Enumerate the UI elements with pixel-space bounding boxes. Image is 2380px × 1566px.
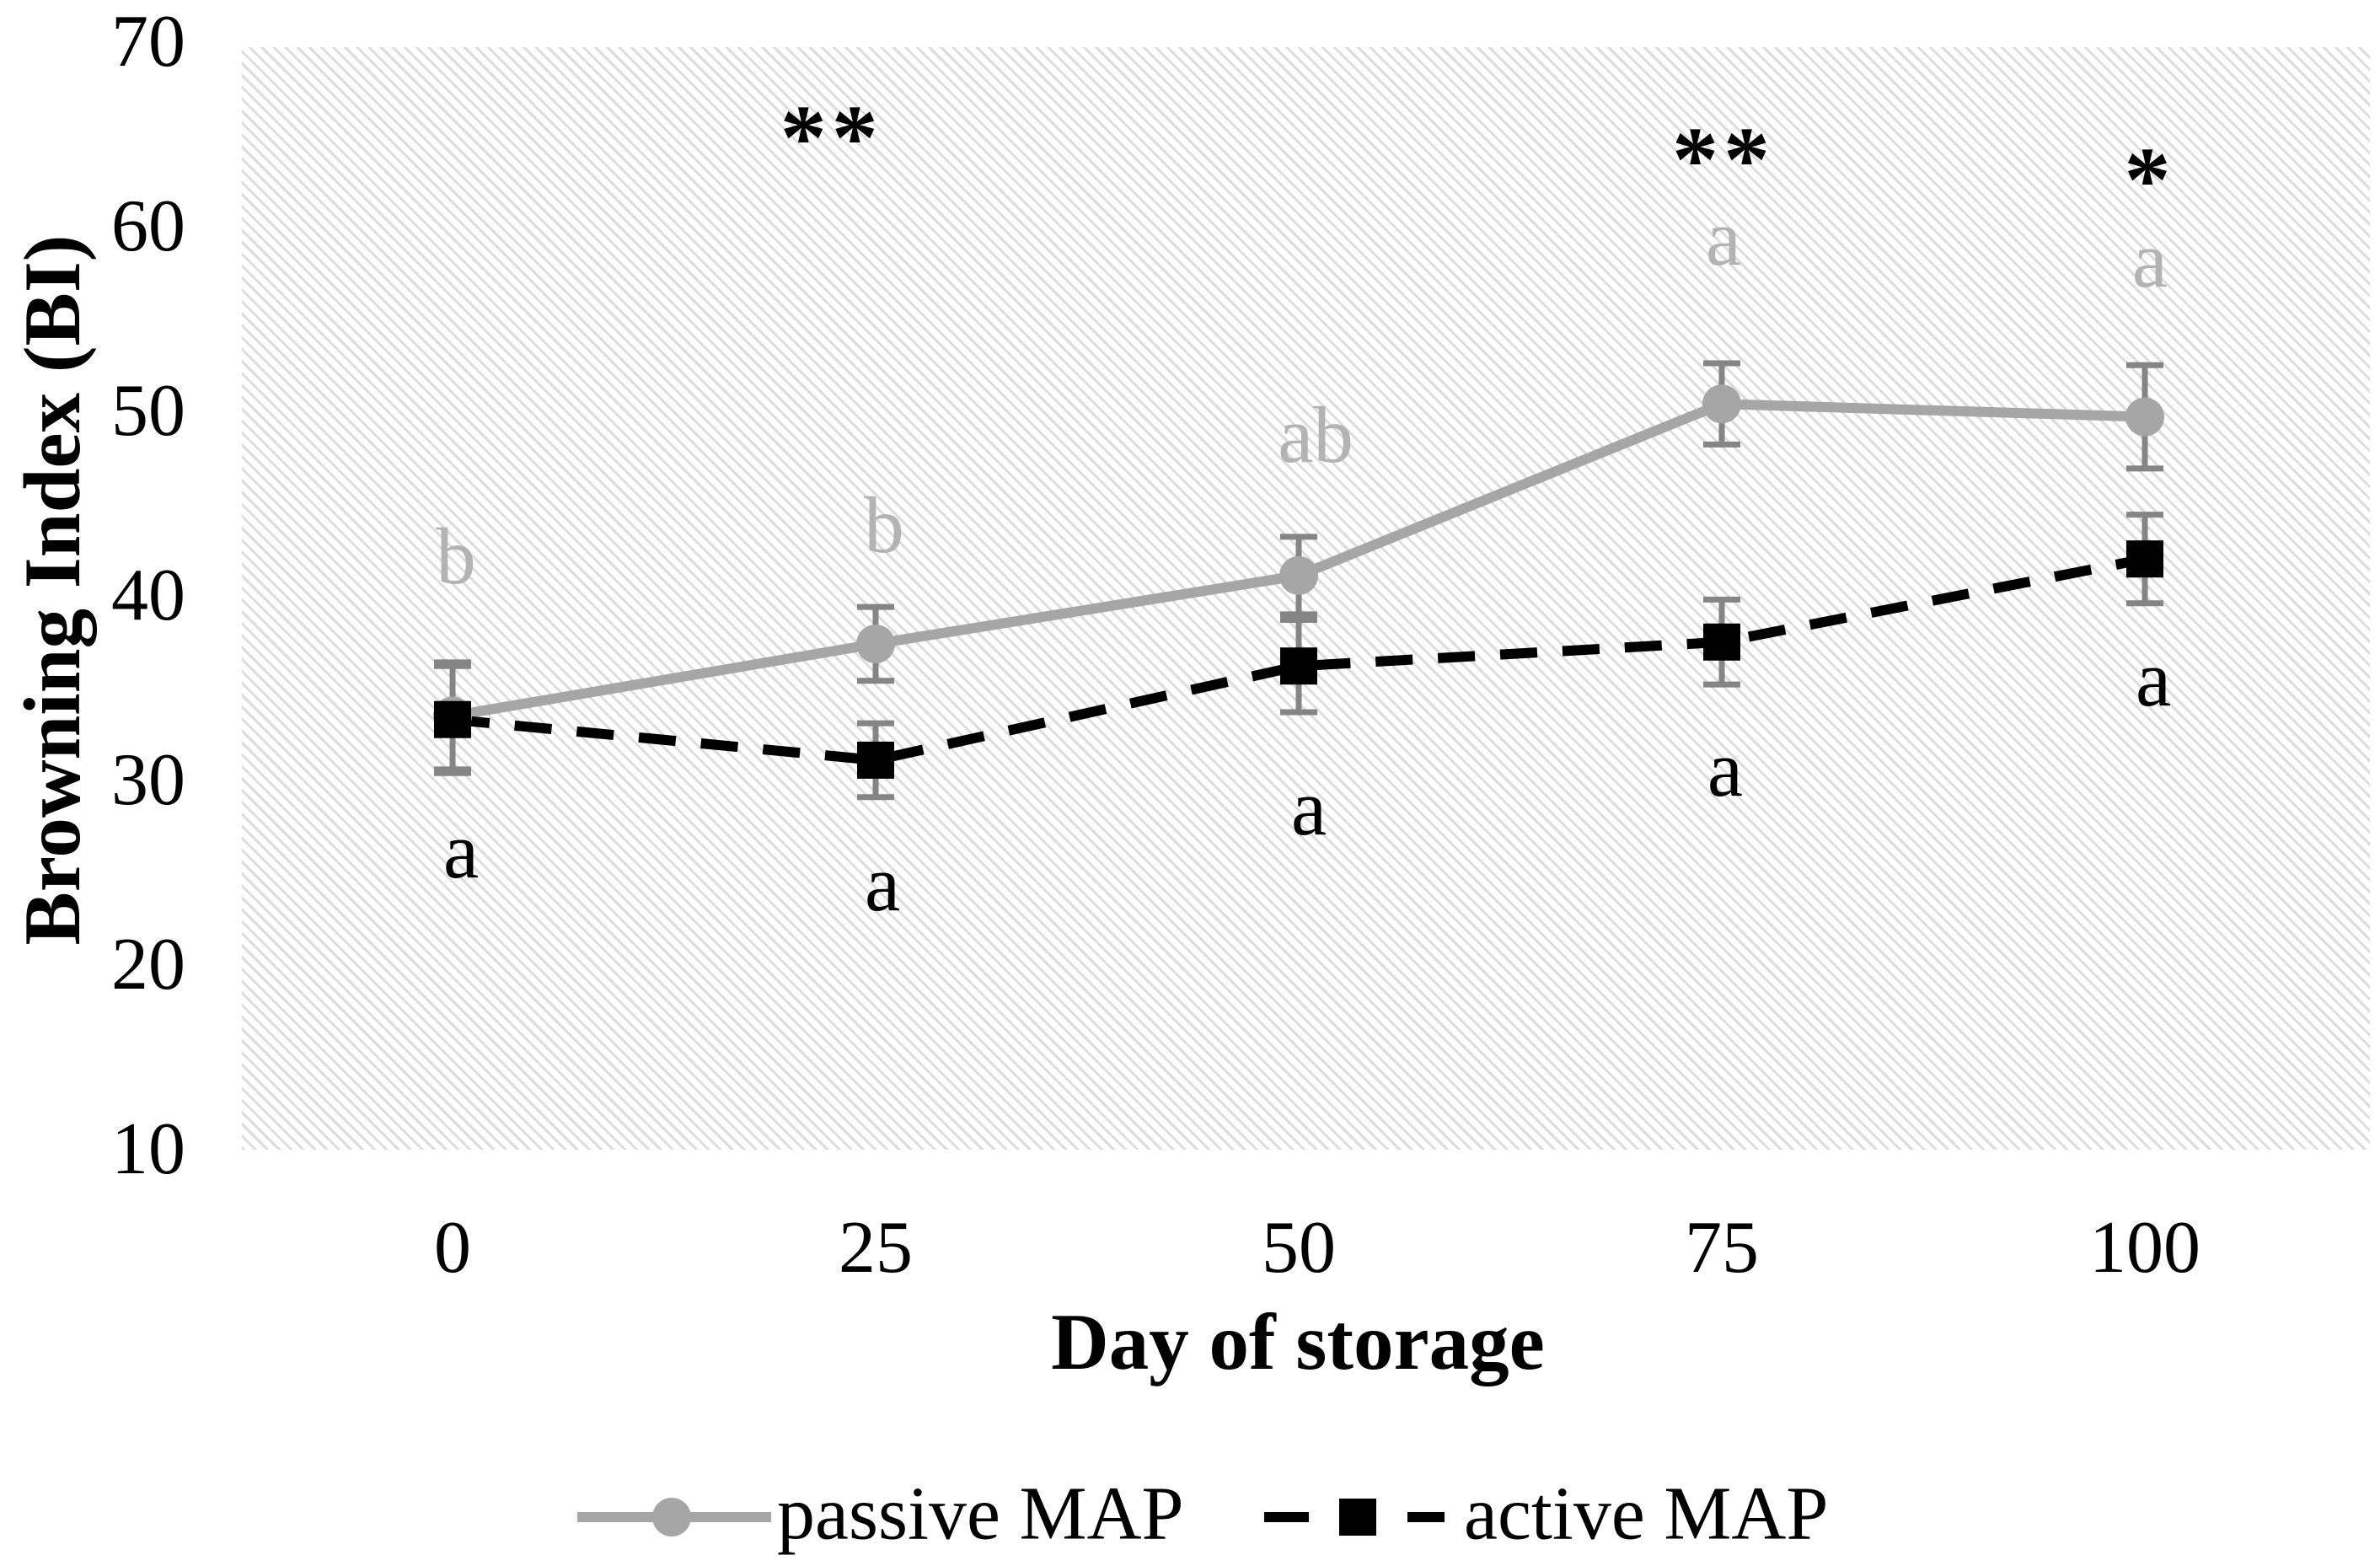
- x-tick-label-50: 50: [1262, 1207, 1336, 1289]
- y-axis-title: Browning Index (BI): [8, 234, 97, 946]
- active-square-marker-day0: [434, 700, 471, 738]
- legend-active-swatch: [1264, 1499, 1445, 1536]
- y-tick-label-20: 20: [111, 924, 185, 1006]
- sig-letter-passive-b: b: [864, 480, 904, 571]
- asterisk-annotation: **: [780, 85, 883, 189]
- x-tick-label-75: 75: [1685, 1207, 1759, 1289]
- sig-letter-passive-ab: ab: [1278, 389, 1353, 480]
- legend-passive-circle-marker: [652, 1498, 691, 1537]
- plot-area-hatched-background: [242, 47, 2370, 1150]
- x-tick-label-25: 25: [839, 1207, 913, 1289]
- active-map-line: [452, 554, 2147, 765]
- y-tick-label-30: 30: [111, 739, 185, 821]
- x-tick-label-0: 0: [434, 1207, 471, 1289]
- y-tick-label-40: 40: [111, 555, 185, 636]
- y-tick-label-70: 70: [111, 1, 185, 83]
- sig-letter-active-a: a: [442, 805, 480, 895]
- passive-circle-marker-day75: [1702, 384, 1741, 424]
- sig-letter-passive-a: a: [1705, 192, 1742, 282]
- y-tick-label-60: 60: [111, 185, 185, 267]
- y-tick-label-50: 50: [111, 370, 185, 452]
- sig-letter-passive-a: a: [2131, 214, 2168, 304]
- active-square-marker-day100: [2126, 540, 2163, 578]
- passive-circle-marker-day100: [2125, 397, 2164, 437]
- asterisk-annotation: **: [1672, 107, 1775, 211]
- passive-circle-marker-day50: [1279, 555, 1318, 595]
- active-square-marker-day25: [857, 741, 894, 779]
- x-tick-label-100: 100: [2089, 1207, 2200, 1289]
- legend-passive-swatch: [577, 1498, 771, 1537]
- passive-circle-marker-day25: [856, 624, 895, 663]
- asterisk-annotation: *: [2124, 127, 2176, 231]
- x-axis-title: Day of storage: [1051, 1297, 1545, 1386]
- active-square-marker-day75: [1703, 623, 1740, 661]
- sig-letter-active-a: a: [1707, 724, 1744, 814]
- sig-letter-active-a: a: [2135, 633, 2172, 723]
- legend-passive-label: passive MAP: [777, 1472, 1184, 1556]
- legend-active-label: active MAP: [1464, 1472, 1829, 1556]
- legend-active-square-marker: [1339, 1499, 1376, 1536]
- sig-letter-active-a: a: [1290, 763, 1327, 853]
- y-tick-label-10: 10: [111, 1108, 185, 1190]
- sig-letter-active-a: a: [864, 839, 901, 929]
- sig-letter-passive-b: b: [436, 512, 476, 602]
- active-square-marker-day50: [1280, 647, 1317, 685]
